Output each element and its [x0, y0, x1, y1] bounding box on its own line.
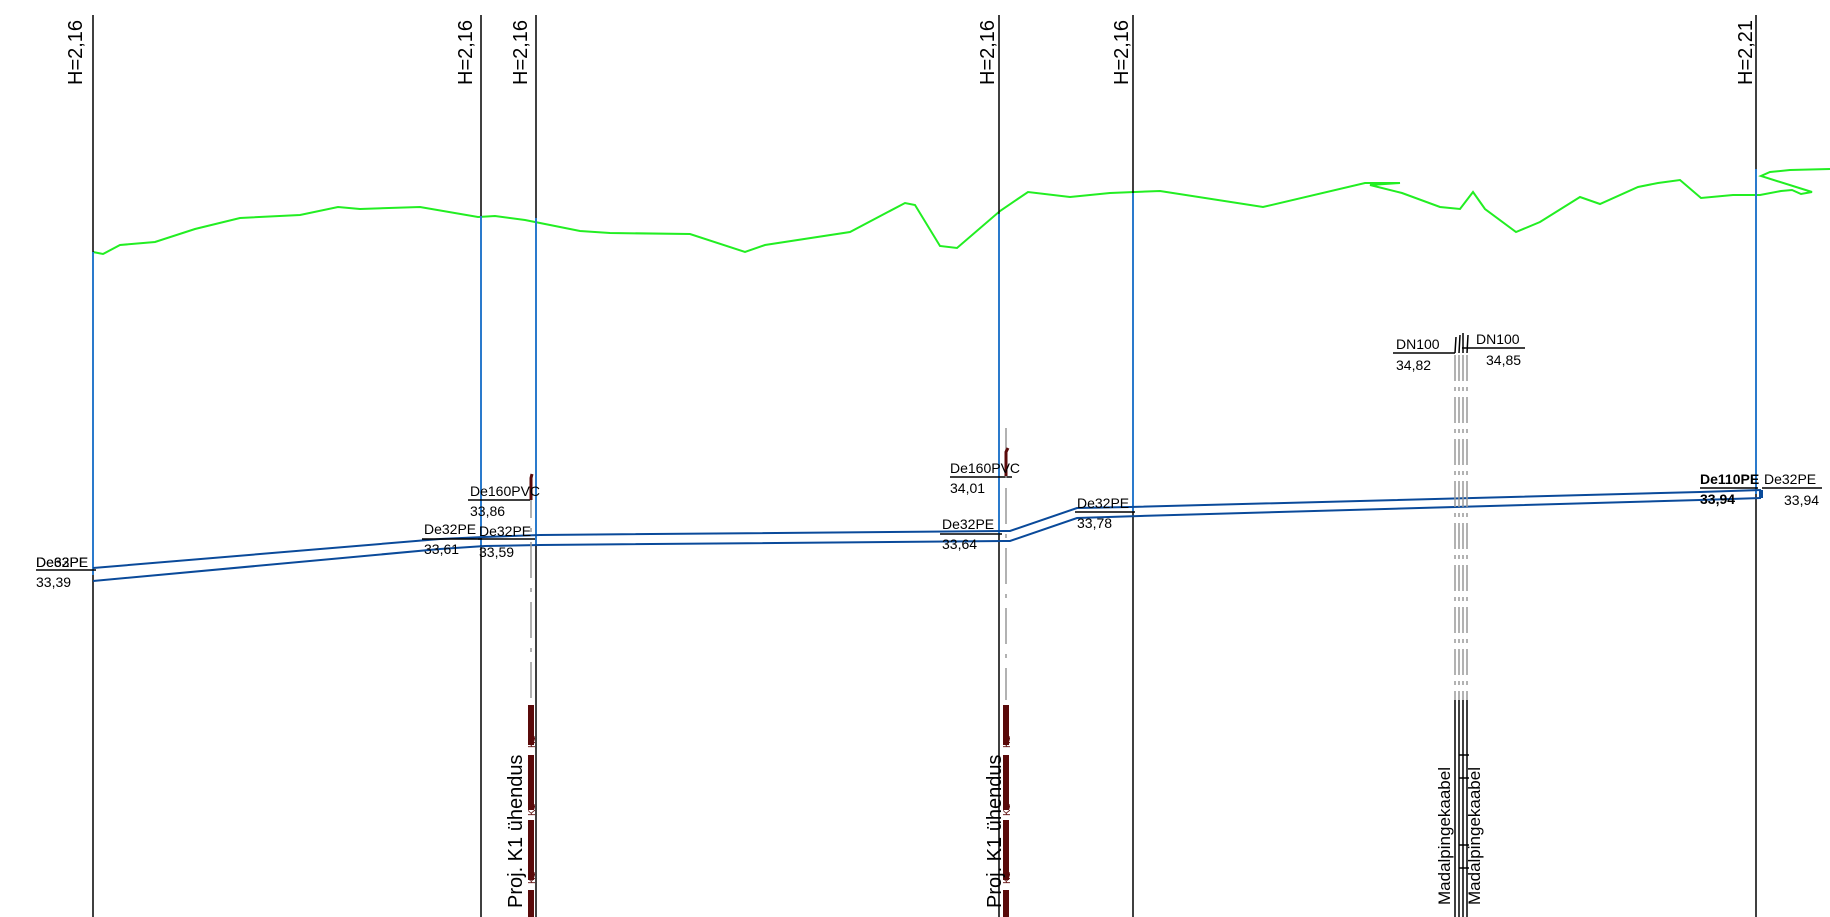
- pipe-main-line: [92, 489, 1763, 582]
- k1-cable-tag-2-2: K1: [1002, 803, 1013, 816]
- k1-cable-tag-1-3: K1: [527, 871, 538, 884]
- pipe-type-label-9: De32PE: [1764, 471, 1816, 487]
- station-height-label-5: H=2,16: [1111, 20, 1133, 85]
- k1-cable-segments: K1 K1 K1 K1 K1 K1: [527, 705, 1013, 917]
- k1-cable-segment-1-3: [528, 820, 534, 880]
- k1-cable-segment-1-4: [528, 890, 534, 917]
- pipe-type-label-8: De110PE: [1700, 471, 1759, 487]
- k1-cable-segment-2-3: [1003, 820, 1009, 880]
- power-cable-bundle: [1454, 355, 1468, 700]
- pipe-type-label-4: De160PVC: [470, 483, 540, 499]
- pipe-level-label-10: 34,82: [1396, 357, 1431, 373]
- pipe-type-label-10: DN100: [1396, 336, 1440, 352]
- pipe-type-label-overlap: De63PE: [36, 554, 88, 570]
- station-lines: [92, 15, 1757, 917]
- station-height-label-3: H=2,16: [510, 20, 532, 85]
- pipe-level-label-4: 33,86: [470, 503, 505, 519]
- k1-cable-segment-1-1: [528, 705, 534, 745]
- pipe-type-label-6: De32PE: [942, 516, 994, 532]
- projected-connection-guides: [530, 428, 1007, 700]
- pipe-level-label-2: 33,61: [424, 541, 459, 557]
- k1-cable-tag-2-3: K1: [1002, 871, 1013, 884]
- k1-cable-tag-1-1: K1: [527, 735, 538, 748]
- pipe-type-label-7: De32PE: [1077, 495, 1129, 511]
- pipe-level-label-5: 34,01: [950, 480, 985, 496]
- pipe-level-label-9: 33,94: [1784, 492, 1819, 508]
- crossing-label-power-1: Madalpingekaabel: [1435, 767, 1454, 905]
- k1-cable-segment-2-1: [1003, 705, 1009, 745]
- pipe-type-label-11: DN100: [1476, 331, 1520, 347]
- pipe-level-label-1: 33,39: [36, 574, 71, 590]
- pipe-type-label-1: De32PE: [36, 554, 88, 570]
- pipe-type-label-3: De32PE: [479, 523, 531, 539]
- k1-cable-segment-1-2: [528, 755, 534, 810]
- k1-cable-segment-2-4: [1003, 890, 1009, 917]
- pipe-level-label-7: 33,78: [1077, 515, 1112, 531]
- pipe-level-label-6: 33,64: [942, 536, 977, 552]
- pipe-level-label-8: 33,94: [1700, 491, 1735, 507]
- k1-cable-segment-2-2: [1003, 755, 1009, 810]
- k1-cable-tag-1-2: K1: [527, 803, 538, 816]
- k1-cable-tag-2-1: K1: [1002, 735, 1013, 748]
- power-cable-solid: [1454, 333, 1469, 917]
- crossing-label-k1-1: Proj. K1 ühendus: [505, 755, 527, 908]
- pipe-type-label-5: De160PVC: [950, 460, 1020, 476]
- pipe-level-label-11: 34,85: [1486, 352, 1521, 368]
- crossing-label-power-2: Madalpingekaabel: [1465, 767, 1484, 905]
- ground-surface-line: [92, 168, 1830, 256]
- cable-stubs: [529, 447, 1010, 500]
- station-height-label-4: H=2,16: [977, 20, 999, 85]
- crossing-label-k1-2: Proj. K1 ühendus: [984, 755, 1006, 908]
- pipe-level-label-3: 33,59: [479, 544, 514, 560]
- pipe-type-label-2: De32PE: [424, 521, 476, 537]
- station-height-label-2: H=2,16: [455, 20, 477, 85]
- pipe-label-leaders: [36, 347, 1822, 571]
- station-height-label-1: H=2,16: [65, 20, 87, 85]
- station-height-label-6: H=2,21: [1735, 20, 1757, 85]
